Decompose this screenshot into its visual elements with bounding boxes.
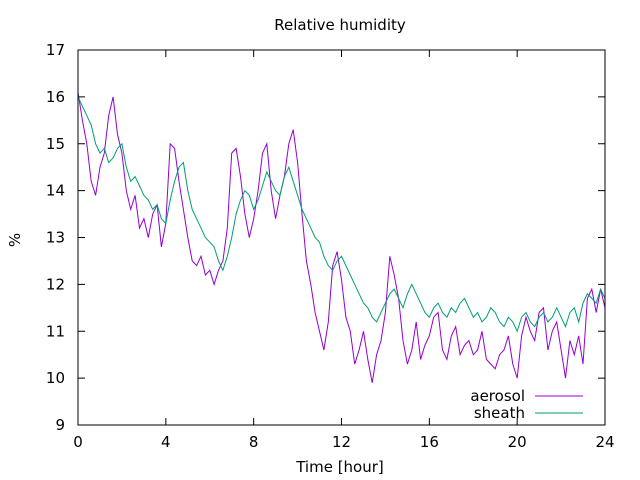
y-tick-label: 13	[46, 229, 65, 247]
x-tick-label: 8	[249, 433, 259, 451]
y-tick-label: 14	[46, 182, 65, 200]
y-tick-label: 16	[46, 88, 65, 106]
x-tick-label: 20	[508, 433, 527, 451]
chart-title: Relative humidity	[274, 16, 406, 34]
y-tick-label: 10	[46, 369, 65, 387]
x-tick-label: 24	[595, 433, 614, 451]
series-line-aerosol	[77, 92, 606, 383]
legend: aerosol sheath	[470, 387, 583, 422]
y-tick-label: 11	[46, 322, 65, 340]
x-tick-label: 12	[332, 433, 351, 451]
x-axis-label: Time [hour]	[295, 458, 384, 476]
y-axis-label: %	[6, 233, 24, 247]
y-tick-label: 17	[46, 41, 65, 59]
x-tick-label: 0	[73, 433, 83, 451]
x-tick-label: 4	[161, 433, 171, 451]
legend-label-sheath: sheath	[474, 404, 525, 422]
y-tick-label: 15	[46, 135, 65, 153]
legend-label-aerosol: aerosol	[470, 387, 525, 405]
axis-ticks: 0 4 8 12 16 20 24 9 10 11 12 13 14 15 16 17	[46, 41, 615, 451]
series-line-sheath	[77, 96, 606, 333]
x-tick-label: 16	[420, 433, 439, 451]
y-tick-label: 12	[46, 275, 65, 293]
series-layer	[77, 92, 606, 383]
plot-frame	[77, 49, 606, 426]
y-tick-label: 9	[55, 416, 65, 434]
